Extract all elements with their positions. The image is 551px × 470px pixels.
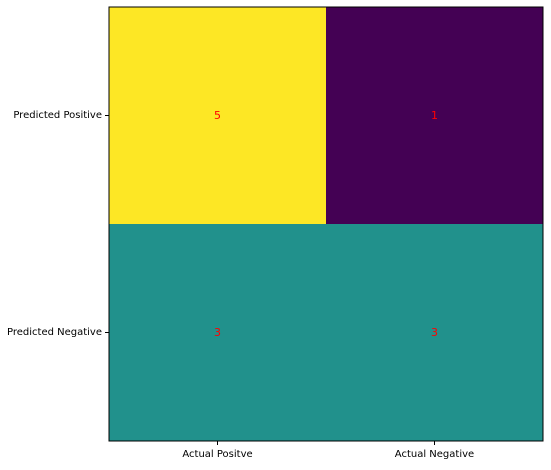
heatmap-cell-r1-c0	[109, 224, 326, 441]
cell-annotations: 5 1 3 3	[214, 109, 438, 339]
heatmap-cell-r0-c1	[326, 7, 543, 224]
heatmap-cell-r1-c1	[326, 224, 543, 441]
cell-value-label: 5	[214, 109, 221, 122]
plot-frame	[108, 6, 544, 442]
x-axis-ticks: Actual Positve Actual Negative	[182, 441, 474, 460]
y-tick-label: Predicted Positive	[13, 110, 102, 121]
y-tick-label: Predicted Negative	[7, 327, 102, 338]
x-tick-label: Actual Positve	[182, 449, 252, 460]
heatmap-cell-r0-c0	[109, 7, 326, 224]
x-tick-label: Actual Negative	[395, 449, 474, 460]
cell-value-label: 3	[214, 326, 221, 339]
cell-value-label: 3	[431, 326, 438, 339]
cell-value-label: 1	[431, 109, 438, 122]
y-axis-ticks: Predicted Positive Predicted Negative	[7, 110, 109, 338]
heatmap-cells	[109, 7, 543, 441]
